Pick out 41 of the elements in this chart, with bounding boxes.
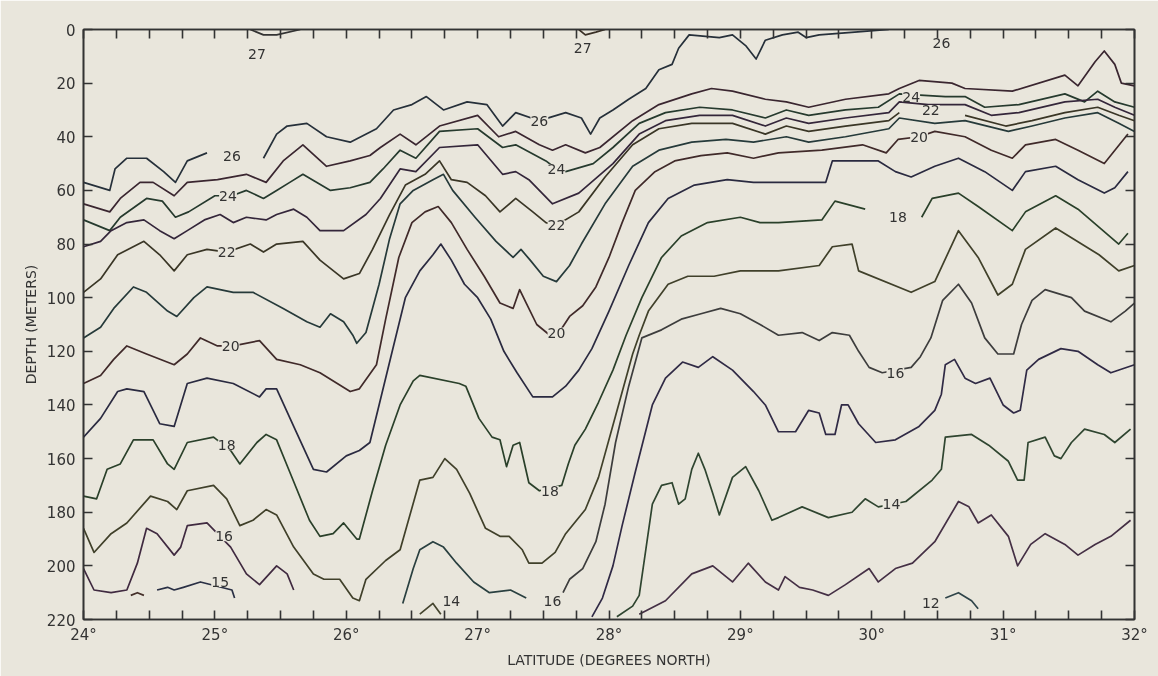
annotation: 18 [889,209,907,226]
annotation: 16 [215,528,234,545]
x-tick-label: 30° [858,625,886,644]
annotation: 22 [921,101,940,118]
annotation: 14 [882,496,901,513]
annotation: 14 [442,592,461,609]
annotation: 20 [221,337,240,354]
annotation: 24 [902,88,921,105]
annotation: 26 [223,147,241,164]
x-tick-label: 26° [332,625,360,644]
annotation: 20 [547,324,566,341]
x-tick-label: 27° [464,625,491,644]
y-tick-label: 80 [56,236,76,255]
annotation: 27 [248,45,266,62]
x-tick-label: 32° [1121,625,1148,644]
y-tick-label: 180 [46,504,76,523]
annotation: 18 [217,437,236,454]
y-tick-label: 40 [56,128,76,147]
x-tick-label: 29° [727,625,754,644]
y-tick-label: 140 [46,396,76,415]
y-tick-label: 0 [65,21,76,40]
annotation: 16 [543,592,562,609]
annotation: 16 [886,364,905,381]
annotation: 27 [573,40,592,57]
y-tick-label: 20 [56,75,76,94]
y-tick-label: 60 [56,182,76,201]
x-tick-label: 31° [989,625,1017,644]
x-tick-label: 24° [70,625,97,644]
x-tick-label: 25° [201,625,229,644]
y-tick-label: 120 [46,343,76,362]
annotation: 18 [540,482,559,499]
annotation: 20 [910,128,928,145]
annotation: 26 [932,34,951,51]
y-tick-label: 160 [46,450,76,469]
y-tick-label: 100 [46,289,76,308]
y-tick-label: 200 [46,557,76,576]
y-axis-title: DEPTH (METERS) [22,264,39,385]
x-axis-title: LATITUDE (DEGREES NORTH) [507,651,711,668]
annotation: 12 [921,595,940,612]
x-tick-label: 28° [595,625,623,644]
annotation: 15 [211,573,230,590]
